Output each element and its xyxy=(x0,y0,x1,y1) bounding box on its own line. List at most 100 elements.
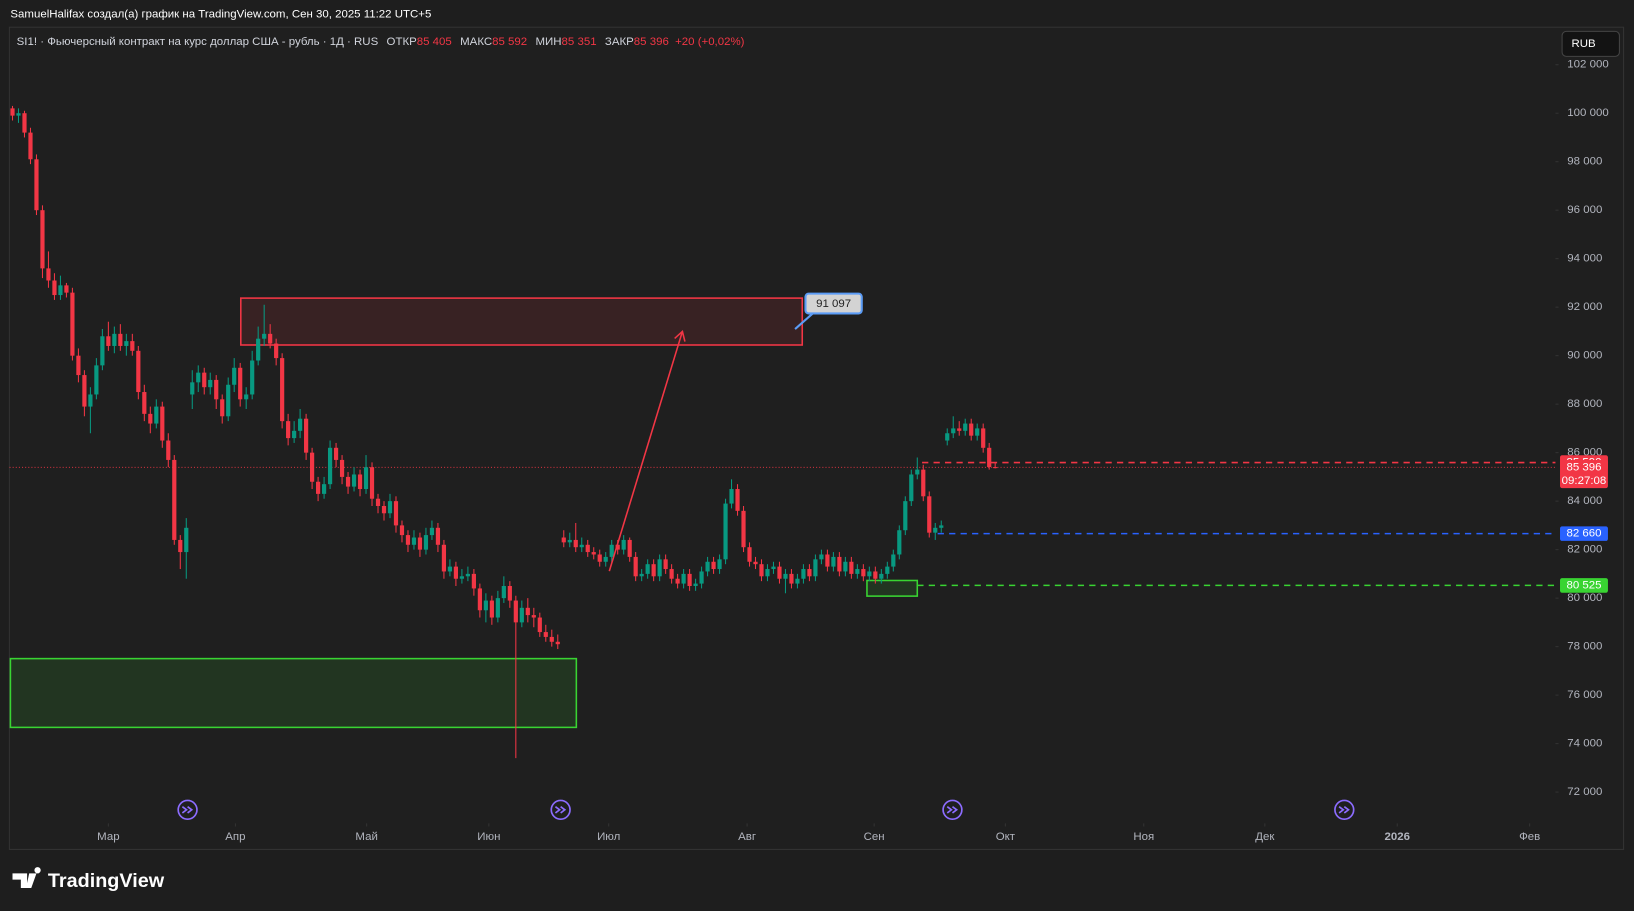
candle-body xyxy=(178,539,183,553)
zone xyxy=(9,657,578,729)
logo: TradingView xyxy=(12,867,165,892)
candle-body xyxy=(561,537,566,543)
candle-body xyxy=(975,428,980,436)
currency-button[interactable] xyxy=(1561,30,1620,57)
candle-body xyxy=(142,392,147,414)
candle-body xyxy=(232,367,237,385)
candle-body xyxy=(723,503,728,560)
candle-body xyxy=(699,571,704,584)
price-tag-label: 85 396 xyxy=(1566,461,1601,473)
candle-body xyxy=(64,285,69,293)
candle-body xyxy=(579,544,584,548)
candle-body xyxy=(807,569,812,577)
price-tag xyxy=(1560,578,1608,593)
x-tick-label: Авг xyxy=(738,831,756,843)
candle-body xyxy=(70,292,75,356)
candle-body xyxy=(310,452,315,482)
candle-body xyxy=(411,537,417,545)
y-tick-label: 72 000 xyxy=(1567,786,1602,798)
candle-body xyxy=(304,418,309,453)
price-tag xyxy=(1560,526,1608,541)
candle-body xyxy=(837,556,842,572)
candle-body xyxy=(933,527,938,533)
candle-body xyxy=(118,333,123,346)
candle-body xyxy=(615,544,620,550)
candle-body xyxy=(381,505,387,514)
candle-body xyxy=(633,556,638,577)
event-icon[interactable] xyxy=(550,799,571,821)
y-tick-label: 102 000 xyxy=(1567,59,1608,71)
candle-body xyxy=(627,539,632,557)
candle-body xyxy=(735,489,740,511)
candle-body xyxy=(238,367,243,400)
candle-body xyxy=(106,336,111,346)
x-tick-label: 2026 xyxy=(1384,831,1409,843)
candle-body xyxy=(375,498,381,506)
x-tick-label: Окт xyxy=(996,831,1016,843)
candle-body xyxy=(453,566,459,579)
legend-name: ЗАКР xyxy=(605,36,634,48)
x-tick-label: Июн xyxy=(477,831,500,843)
y-tick-label: 74 000 xyxy=(1567,738,1602,750)
candle-body xyxy=(777,566,782,579)
event-icon[interactable] xyxy=(177,799,198,821)
pane xyxy=(8,26,1625,850)
candle-body xyxy=(729,489,734,504)
candle-body xyxy=(765,569,770,577)
candle-body xyxy=(124,341,129,346)
legend-value: 85 351 xyxy=(562,36,597,48)
candle-body xyxy=(855,569,860,574)
y-tick-label: 98 000 xyxy=(1567,156,1602,168)
candle-body xyxy=(921,469,926,497)
candle-body xyxy=(52,280,57,296)
candle-body xyxy=(268,333,273,344)
brand: TradingView xyxy=(48,870,165,892)
candle-body xyxy=(88,394,93,407)
candle-body xyxy=(226,384,231,417)
x-tick-label: Май xyxy=(355,831,377,843)
candle-body xyxy=(813,559,818,577)
candle-body xyxy=(202,372,207,388)
candle-body xyxy=(190,382,195,395)
candle-body xyxy=(40,210,45,269)
event-icon[interactable] xyxy=(942,799,963,821)
y-tick-label: 96 000 xyxy=(1567,204,1602,216)
x-tick-label: Апр xyxy=(225,831,245,843)
candle-body xyxy=(945,433,950,441)
candle-body xyxy=(429,527,435,536)
y-tick-label: 82 000 xyxy=(1567,544,1602,556)
candle-body xyxy=(459,576,464,579)
candle-body xyxy=(795,578,800,584)
candle-body xyxy=(501,586,506,599)
candle-body xyxy=(94,365,99,395)
event-icon[interactable] xyxy=(1334,799,1355,821)
candle-body xyxy=(705,561,710,572)
candle-body xyxy=(495,598,500,618)
candle-body xyxy=(801,569,806,579)
candle-body xyxy=(112,333,117,346)
candle-body xyxy=(82,375,87,407)
candle-body xyxy=(513,600,518,623)
legend-value: 85 592 xyxy=(492,36,527,48)
candle-body xyxy=(783,573,788,579)
callout-label: 91 097 xyxy=(816,298,851,310)
candle-body xyxy=(327,447,333,485)
candle-body xyxy=(843,561,848,572)
candle-body xyxy=(262,333,267,339)
legend-name: МИН xyxy=(536,36,562,48)
candle-body xyxy=(537,617,542,633)
currency: RUB xyxy=(1571,38,1596,50)
logo-mark xyxy=(12,867,41,888)
candle-body xyxy=(549,636,554,642)
candle-body xyxy=(711,561,716,570)
candle-body xyxy=(531,615,536,618)
x-tick-label: Дек xyxy=(1255,831,1275,843)
price-tag-label: 80 525 xyxy=(1566,579,1601,591)
candle-body xyxy=(555,641,560,645)
candle-body xyxy=(292,430,297,439)
candle-body xyxy=(351,474,357,487)
legend-name: МАКС xyxy=(460,36,492,48)
legend: SI1! · Фьючерсный контракт на курс долла… xyxy=(17,36,745,48)
candle-body xyxy=(969,423,974,436)
candle-body xyxy=(909,474,914,502)
